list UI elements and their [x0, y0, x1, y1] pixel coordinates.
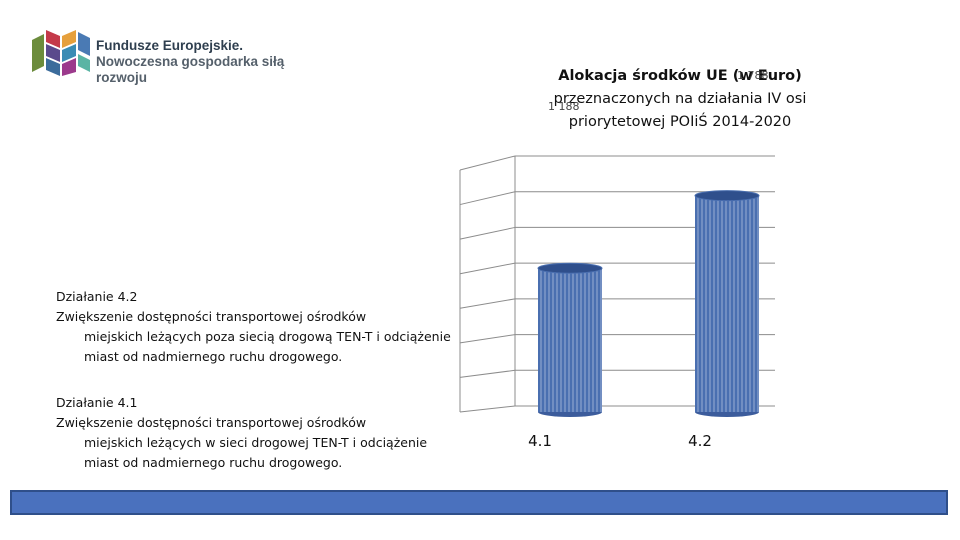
bar-4.2: 1 788 4.2	[688, 69, 768, 450]
category-label: 4.2	[688, 432, 712, 450]
action-description-4-2: Działanie 4.2 Zwiększenie dostępności tr…	[56, 287, 456, 367]
gridline-side	[459, 155, 516, 171]
bar-body	[538, 268, 602, 412]
action-text-line-1: Zwiększenie dostępności transportowej oś…	[56, 415, 367, 430]
floor-edge-left	[459, 405, 516, 413]
chart-title-line-3: priorytetowej POIiŚ 2014-2020	[568, 114, 792, 130]
bar-value-label: 1 188	[548, 100, 580, 113]
gridline-side	[459, 369, 516, 378]
bar-top	[694, 190, 760, 202]
logo-line-1: Fundusze Europejskie.	[96, 38, 244, 53]
category-label: 4.1	[528, 432, 552, 450]
bar-value-label: 1 788	[737, 69, 769, 82]
bar-body	[695, 195, 759, 412]
gridline-side	[459, 191, 516, 206]
bar-top	[537, 262, 603, 274]
chart-title-line-1: Alokacja środków UE (w Euro)	[558, 68, 802, 84]
gridline-side	[459, 298, 516, 309]
action-heading: Działanie 4.2	[56, 289, 138, 304]
gridline-side	[459, 262, 516, 275]
action-description-4-1: Działanie 4.1 Zwiększenie dostępności tr…	[56, 393, 456, 473]
gridline-side	[459, 334, 516, 344]
eu-funds-flag-icon	[32, 30, 90, 76]
bar-4.1: 1 188 4.1	[528, 100, 603, 450]
action-heading: Działanie 4.1	[56, 395, 138, 410]
action-text-rest: miejskich leżących poza siecią drogową T…	[84, 329, 451, 364]
logo: Fundusze Europejskie. Nowoczesna gospoda…	[30, 26, 330, 85]
gridline-side	[459, 226, 516, 240]
chart-title: Alokacja środków UE (w Euro) przeznaczon…	[530, 65, 830, 134]
footer-bar	[10, 490, 948, 515]
action-text-rest: miejskich leżących w sieci drogowej TEN-…	[84, 435, 428, 470]
action-text-line-1: Zwiększenie dostępności transportowej oś…	[56, 309, 367, 324]
logo-line-2: Nowoczesna gospodarka siłą rozwoju	[96, 54, 285, 85]
chart-title-line-2: przeznaczonych na działania IV osi	[553, 91, 807, 107]
